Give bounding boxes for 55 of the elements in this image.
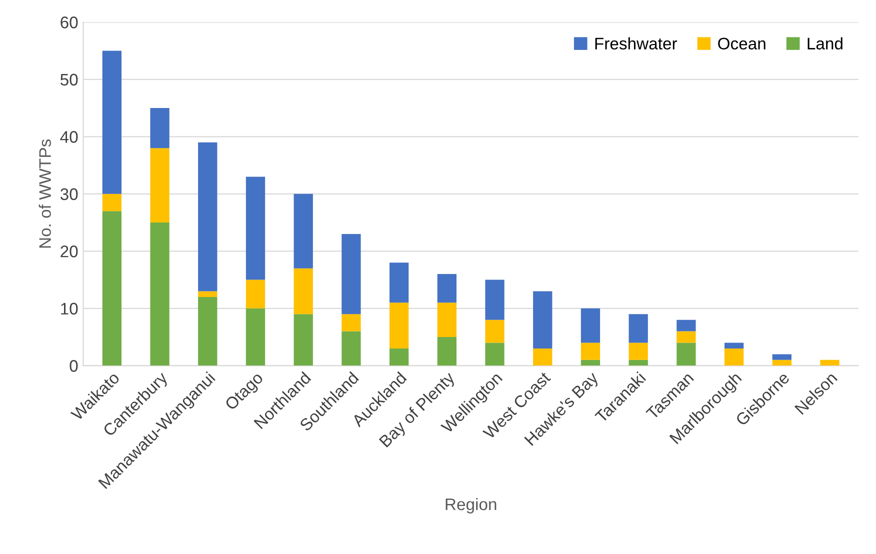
y-tick-label: 50: [60, 74, 78, 86]
bar: [150, 222, 170, 366]
bar: [342, 234, 361, 314]
bar: [246, 308, 266, 366]
bar: [198, 142, 218, 292]
bar: [820, 360, 840, 366]
y-tick-label: 30: [60, 188, 78, 200]
y-tick-label: 10: [61, 302, 78, 315]
bar: [102, 50, 122, 194]
bar: [389, 262, 409, 303]
bar: [676, 342, 696, 366]
bar: [342, 331, 361, 366]
bar: [437, 302, 456, 338]
bar: [437, 274, 456, 303]
bar: [772, 354, 792, 360]
bar: [198, 296, 218, 366]
y-tick-label: 0: [70, 360, 78, 372]
bar: [628, 342, 648, 360]
bar: [246, 280, 266, 308]
legend-label: Ocean: [718, 38, 766, 50]
bar: [198, 291, 218, 297]
bar: [485, 320, 504, 343]
bar: [294, 268, 313, 314]
bar: [102, 211, 122, 366]
bar: [294, 194, 313, 268]
bar: [628, 314, 648, 343]
bar: [772, 360, 792, 366]
bar: [533, 291, 552, 348]
legend-label: Freshwater: [595, 37, 678, 50]
y-tick-label: 40: [60, 131, 78, 143]
bar: [102, 194, 122, 212]
bar: [342, 314, 361, 332]
bar: [389, 348, 409, 366]
bar: [294, 314, 313, 366]
bar: [485, 280, 504, 320]
bar: [724, 342, 744, 348]
bar: [150, 108, 170, 148]
y-tick-label: 60: [60, 16, 78, 28]
bar: [676, 331, 696, 343]
bar: [150, 148, 170, 223]
bar: [628, 360, 648, 366]
y-tick-label: 20: [60, 246, 78, 258]
legend-label: Land: [808, 37, 842, 50]
bar: [676, 320, 696, 332]
bar: [533, 348, 552, 366]
bar: [485, 342, 504, 366]
bar: [724, 348, 744, 366]
bar: [246, 176, 266, 280]
bar: [580, 360, 600, 366]
bar: [580, 308, 600, 343]
y-axis-title: No. of WWTPs: [38, 139, 51, 248]
x-axis-title: Region: [446, 498, 496, 514]
bar: [437, 337, 456, 366]
bar: [580, 342, 600, 360]
bar: [389, 302, 409, 348]
